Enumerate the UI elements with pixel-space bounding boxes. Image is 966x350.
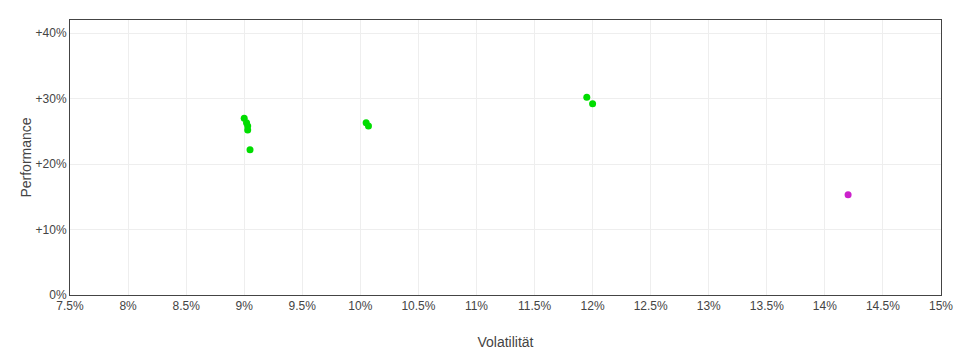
svg-text:10.5%: 10.5% (401, 299, 435, 313)
svg-text:12.5%: 12.5% (634, 299, 668, 313)
svg-text:10%: 10% (348, 299, 372, 313)
svg-text:0%: 0% (49, 288, 67, 302)
svg-text:12%: 12% (581, 299, 605, 313)
svg-text:11%: 11% (465, 299, 488, 313)
svg-text:+30%: +30% (36, 92, 67, 106)
svg-text:8%: 8% (119, 299, 137, 313)
svg-text:13%: 13% (697, 299, 721, 313)
svg-text:14%: 14% (813, 299, 837, 313)
svg-text:+20%: +20% (36, 157, 67, 171)
svg-text:11.5%: 11.5% (518, 299, 551, 313)
svg-text:Volatilität: Volatilität (477, 334, 533, 350)
svg-text:7.5%: 7.5% (56, 299, 84, 313)
svg-text:8.5%: 8.5% (172, 299, 200, 313)
svg-text:14.5%: 14.5% (866, 299, 900, 313)
svg-text:15%: 15% (929, 299, 953, 313)
svg-text:13.5%: 13.5% (750, 299, 784, 313)
svg-text:+40%: +40% (36, 26, 67, 40)
svg-text:9%: 9% (236, 299, 254, 313)
svg-text:Performance: Performance (18, 117, 34, 197)
svg-text:9.5%: 9.5% (289, 299, 317, 313)
svg-text:+10%: +10% (36, 223, 67, 237)
